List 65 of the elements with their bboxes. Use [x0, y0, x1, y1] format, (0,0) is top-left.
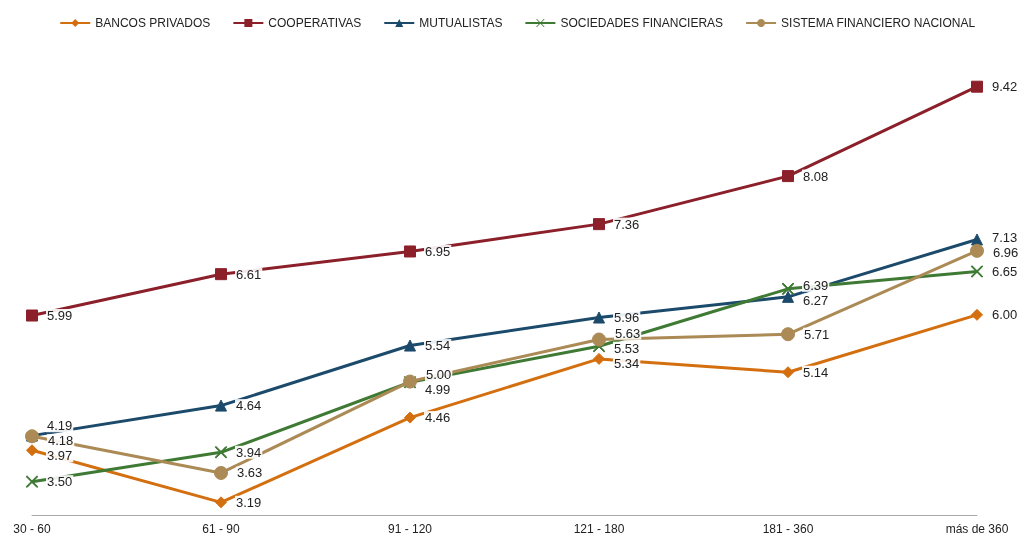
data-label: 5.63: [615, 325, 641, 341]
x-tick-label: 121 - 180: [573, 522, 625, 536]
data-label: 7.13: [992, 230, 1018, 246]
point: [971, 80, 983, 93]
data-label: 5.71: [804, 326, 830, 342]
data-label: 5.34: [614, 355, 640, 371]
data-label: 4.18: [48, 433, 74, 449]
data-label: 5.00: [426, 366, 452, 382]
data-label: 3.19: [236, 494, 262, 510]
point: [215, 268, 227, 281]
point: [971, 233, 983, 246]
point: [782, 290, 794, 303]
point: [781, 327, 795, 342]
data-label: 3.97: [47, 448, 73, 464]
x-tick-label: 181 - 360: [762, 522, 814, 536]
legend-label: BANCOS PRIVADOS: [95, 16, 211, 30]
data-label: 9.42: [992, 79, 1018, 95]
data-label: 4.64: [236, 398, 262, 414]
data-label: 5.96: [614, 310, 640, 326]
data-label: 6.39: [803, 277, 829, 293]
data-label: 4.99: [425, 381, 451, 397]
point: [215, 496, 227, 509]
data-label: 5.53: [614, 340, 640, 356]
point: [404, 411, 416, 424]
data-label: 3.94: [236, 444, 262, 460]
point: [782, 366, 794, 379]
point: [970, 243, 984, 258]
data-label: 6.27: [803, 292, 829, 308]
point: [782, 170, 794, 183]
data-label: 4.46: [425, 410, 451, 426]
data-label: 3.63: [237, 465, 263, 481]
data-label: 6.00: [992, 307, 1018, 323]
point: [214, 465, 228, 480]
point: [592, 332, 606, 347]
data-label: 6.96: [993, 245, 1019, 261]
point: [404, 245, 416, 258]
data-label: 3.50: [47, 474, 73, 490]
point: [26, 475, 38, 488]
data-label: 8.08: [803, 168, 829, 184]
legend-label: SOCIEDADES FINANCIERAS: [560, 16, 724, 30]
x-tick-label: 91 - 120: [387, 522, 433, 536]
point: [971, 308, 983, 321]
x-tick-label: más de 360: [945, 522, 1009, 536]
data-label: 6.61: [236, 266, 262, 282]
x-tick-label: 61 - 90: [202, 522, 241, 536]
legend-label: SISTEMA FINANCIERO NACIONAL: [781, 16, 976, 30]
data-label: 5.14: [803, 364, 829, 380]
data-label: 6.95: [425, 243, 451, 259]
point: [215, 399, 227, 412]
point: [404, 339, 416, 352]
data-label: 5.99: [47, 308, 73, 324]
legend-label: MUTUALISTAS: [419, 16, 503, 30]
point: [593, 352, 605, 365]
point: [26, 309, 38, 322]
legend-label: COOPERATIVAS: [268, 16, 362, 30]
point: [593, 218, 605, 231]
x-tick-label: 30 - 60: [13, 522, 52, 536]
data-label: 6.65: [992, 263, 1018, 279]
data-label: 5.54: [425, 338, 451, 354]
data-label: 7.36: [614, 216, 640, 232]
point: [26, 444, 38, 457]
point: [215, 446, 227, 459]
data-label: 4.19: [47, 418, 73, 434]
point: [593, 311, 605, 324]
point: [971, 265, 983, 278]
